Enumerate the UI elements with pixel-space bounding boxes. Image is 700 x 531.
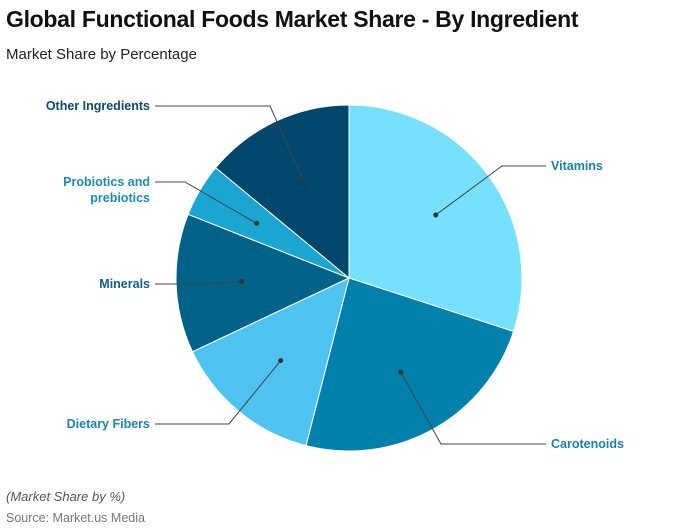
label-probiotics-line2: prebiotics	[90, 191, 150, 205]
pie-slice-minerals	[175, 213, 351, 353]
leader-line	[155, 360, 282, 425]
pie-slice-vitamins	[348, 104, 523, 333]
label-carotenoids: Carotenoids	[551, 437, 624, 451]
leader-dot	[433, 212, 439, 218]
pie-slice-other-ingredients	[214, 104, 350, 280]
leader-dot	[278, 358, 284, 364]
chart-title: Global Functional Foods Market Share - B…	[6, 6, 579, 32]
label-minerals: Minerals	[99, 277, 150, 291]
leader-line	[435, 165, 546, 216]
leader-dot	[254, 220, 260, 226]
label-dietary-fibers: Dietary Fibers	[66, 417, 150, 431]
label-probiotics: Probiotics and prebiotics	[20, 174, 150, 206]
footnote: (Market Share by %)	[6, 489, 126, 504]
pie-slices	[175, 104, 523, 452]
label-probiotics-line1: Probiotics and	[63, 175, 150, 189]
leader-line	[155, 280, 242, 285]
label-vitamins: Vitamins	[551, 159, 603, 173]
leader-lines	[155, 105, 546, 445]
leader-dot	[239, 278, 245, 284]
leader-line	[155, 105, 304, 182]
chart-subtitle: Market Share by Percentage	[6, 46, 197, 63]
pie-slice-carotenoids	[305, 277, 515, 452]
leader-line	[155, 181, 257, 224]
label-other-ingredients: Other Ingredients	[45, 99, 150, 113]
leader-dot	[398, 369, 404, 375]
leader-line	[400, 371, 546, 445]
leader-dot	[300, 178, 306, 184]
source-text: Source: Market.us Media	[6, 511, 145, 525]
